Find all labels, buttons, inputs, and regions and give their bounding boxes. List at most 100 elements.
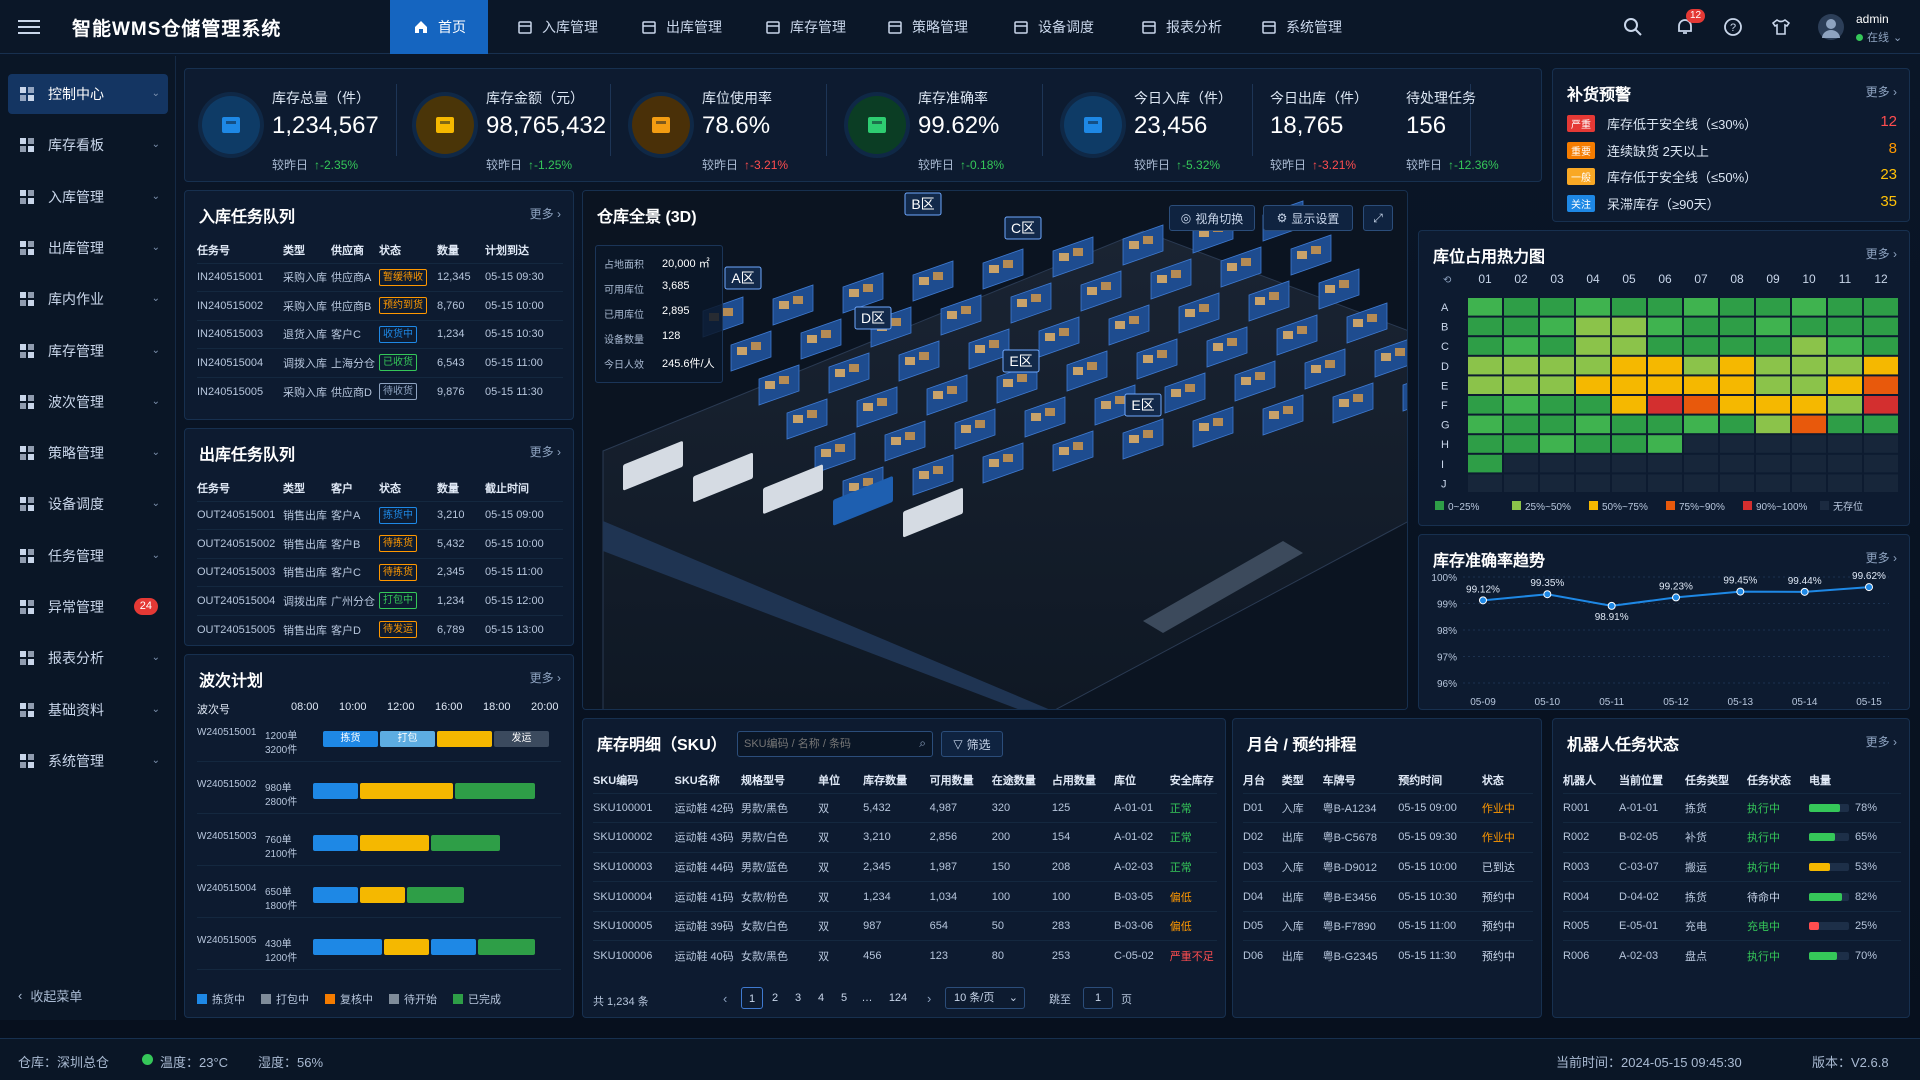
- jump-input[interactable]: 1: [1083, 987, 1113, 1009]
- column-header[interactable]: 机器人: [1563, 774, 1596, 787]
- page-number[interactable]: 124: [888, 992, 908, 1004]
- table-row[interactable]: D05 入库 粤B-F7890 05-15 11:00 预约中: [1243, 911, 1533, 941]
- inbound-more-link[interactable]: 更多 ›: [529, 207, 561, 221]
- sidebar-item-8[interactable]: 设备调度 ⌄: [8, 484, 168, 524]
- column-header[interactable]: 车牌号: [1322, 774, 1356, 787]
- wave-segment[interactable]: [313, 783, 359, 799]
- sidebar-item-0[interactable]: 控制中心 ⌄: [8, 74, 168, 114]
- page-number[interactable]: 1: [741, 987, 763, 1009]
- table-row[interactable]: D03 入库 粤B-D9012 05-15 10:00 已到达: [1243, 852, 1533, 882]
- column-header[interactable]: 库存数量: [863, 774, 908, 787]
- sidebar-item-9[interactable]: 任务管理 ⌄: [8, 536, 168, 576]
- column-header[interactable]: 数量: [437, 244, 459, 257]
- sidebar-item-3[interactable]: 出库管理 ⌄: [8, 228, 168, 268]
- table-row[interactable]: OUT240515003 销售出库 客户C 待拣货 2,345 05-15 11:00: [197, 558, 563, 587]
- next-page-icon[interactable]: ›: [927, 991, 932, 1006]
- table-row[interactable]: R004 D-04-02 拣货 待命中 82%: [1563, 881, 1901, 912]
- wave-segment[interactable]: [431, 939, 477, 955]
- column-header[interactable]: 状态: [379, 482, 401, 495]
- page-number[interactable]: …: [861, 992, 873, 1004]
- replenish-row[interactable]: 重要 连续缺货 2天以上 8: [1567, 140, 1897, 160]
- wave-id[interactable]: W240515004: [197, 883, 257, 894]
- table-row[interactable]: R005 E-05-01 充电 充电中 25%: [1563, 911, 1901, 941]
- display-settings-button[interactable]: ⚙ 显示设置: [1263, 205, 1353, 231]
- table-row[interactable]: SKU100005 运动鞋 39码 女款/白色 双 987 654 50 283 B-03-06…: [593, 911, 1217, 941]
- table-row[interactable]: SKU100002 运动鞋 43码 男款/白色 双 3,210 2,856 200 154 A-…: [593, 822, 1217, 853]
- warehouse-3d-view[interactable]: A区 B区 C区 D区 E区 E区: [583, 191, 1408, 710]
- table-row[interactable]: IN240515001 采购入库 供应商A 暂缓待收 12,345 05-15 09:30: [197, 263, 563, 292]
- column-header[interactable]: 电量: [1809, 774, 1831, 787]
- wave-segment[interactable]: [360, 887, 406, 903]
- replenish-row[interactable]: 一般 库存低于安全线（≤50%） 23: [1567, 166, 1897, 186]
- column-header[interactable]: 可用数量: [929, 774, 974, 787]
- replenish-more-link[interactable]: 更多 ›: [1865, 85, 1897, 99]
- sidebar-item-2[interactable]: 入库管理 ⌄: [8, 177, 168, 217]
- table-row[interactable]: D06 出库 粤B-G2345 05-15 11:30 预约中: [1243, 940, 1533, 971]
- column-header[interactable]: 任务号: [197, 244, 230, 257]
- table-row[interactable]: OUT240515004 调拨出库 广州分仓 打包中 1,234 05-15 12:00: [197, 586, 563, 616]
- wave-segment[interactable]: [431, 835, 500, 851]
- wave-id[interactable]: W240515003: [197, 831, 257, 842]
- column-header[interactable]: 单位: [818, 774, 841, 787]
- wave-segment[interactable]: [437, 731, 492, 747]
- replenish-row[interactable]: 关注 呆滞库存（≥90天） 35: [1567, 193, 1897, 213]
- nav-device[interactable]: 设备调度: [992, 0, 1114, 54]
- menu-icon[interactable]: [18, 16, 40, 34]
- page-number[interactable]: 5: [840, 992, 848, 1004]
- column-header[interactable]: 类型: [1281, 774, 1304, 787]
- collapse-menu-button[interactable]: ‹ 收起菜单: [18, 986, 82, 1005]
- sidebar-item-13[interactable]: 系统管理 ⌄: [8, 741, 168, 781]
- column-header[interactable]: 客户: [331, 482, 353, 495]
- outbound-more-link[interactable]: 更多 ›: [529, 445, 561, 459]
- nav-gear[interactable]: 系统管理: [1240, 0, 1362, 54]
- chevron-down-icon[interactable]: ⌄: [1893, 31, 1903, 44]
- view-switch-button[interactable]: ◎ 视角切换: [1169, 205, 1255, 231]
- shirt-icon[interactable]: [1768, 14, 1794, 40]
- table-row[interactable]: SKU100001 运动鞋 42码 男款/黑色 双 5,432 4,987 320 125 A-…: [593, 793, 1217, 823]
- wave-segment[interactable]: 打包: [380, 731, 435, 747]
- filter-button[interactable]: ▽ 筛选: [941, 731, 1003, 757]
- sidebar-item-7[interactable]: 策略管理 ⌄: [8, 433, 168, 473]
- column-header[interactable]: 类型: [283, 482, 305, 495]
- column-header[interactable]: 规格型号: [740, 774, 785, 787]
- table-row[interactable]: IN240515004 调拨入库 上海分仓 已收货 6,543 05-15 11:00: [197, 348, 563, 378]
- nav-outbound[interactable]: 出库管理: [620, 0, 742, 54]
- wave-segment[interactable]: [313, 835, 359, 851]
- column-header[interactable]: 任务类型: [1685, 774, 1729, 787]
- column-header[interactable]: 供应商: [331, 244, 364, 257]
- page-number[interactable]: 4: [817, 992, 825, 1004]
- page-number[interactable]: 3: [794, 992, 802, 1004]
- bell-icon[interactable]: 12: [1672, 9, 1706, 40]
- heatmap-more-link[interactable]: 更多 ›: [1865, 247, 1897, 261]
- table-row[interactable]: R003 C-03-07 搬运 执行中 53%: [1563, 852, 1901, 882]
- column-header[interactable]: 任务号: [197, 482, 230, 495]
- wave-segment[interactable]: [383, 939, 429, 955]
- prev-page-icon[interactable]: ‹: [723, 991, 728, 1006]
- table-row[interactable]: SKU100006 运动鞋 40码 女款/黑色 双 456 123 80 253 C-05-02…: [593, 940, 1217, 971]
- page-size-select[interactable]: 10 条/页 ⌄: [945, 987, 1025, 1009]
- wave-more-link[interactable]: 更多 ›: [529, 671, 561, 685]
- wave-segment[interactable]: [360, 783, 453, 799]
- avatar[interactable]: [1818, 14, 1844, 40]
- table-row[interactable]: SKU100004 运动鞋 41码 女款/粉色 双 1,234 1,034 100 100 B-…: [593, 881, 1217, 912]
- sidebar-item-11[interactable]: 报表分析 ⌄: [8, 638, 168, 678]
- search-icon[interactable]: [1620, 14, 1646, 40]
- nav-inventory[interactable]: 库存管理: [744, 0, 866, 54]
- sku-search-input[interactable]: [744, 736, 910, 752]
- column-header[interactable]: 月台: [1243, 774, 1265, 787]
- column-header[interactable]: 任务状态: [1747, 774, 1791, 787]
- column-header[interactable]: 状态: [379, 244, 401, 257]
- sidebar-item-6[interactable]: 波次管理 ⌄: [8, 382, 168, 422]
- sidebar-item-4[interactable]: 库内作业 ⌄: [8, 279, 168, 319]
- column-header[interactable]: 安全库存: [1169, 774, 1214, 787]
- table-row[interactable]: D04 出库 粤B-E3456 05-15 10:30 预约中: [1243, 881, 1533, 912]
- table-row[interactable]: D02 出库 粤B-C5678 05-15 09:30 作业中: [1243, 822, 1533, 853]
- page-number[interactable]: 2: [771, 992, 779, 1004]
- wave-segment[interactable]: [313, 887, 359, 903]
- wave-segment[interactable]: 拣货: [323, 731, 378, 747]
- wave-segment[interactable]: [407, 887, 465, 903]
- wave-id[interactable]: W240515002: [197, 779, 257, 790]
- fullscreen-button[interactable]: ⤢: [1363, 205, 1393, 231]
- table-row[interactable]: R002 B-02-05 补货 执行中 65%: [1563, 822, 1901, 853]
- replenish-row[interactable]: 严重 库存低于安全线（≤30%） 12: [1567, 113, 1897, 133]
